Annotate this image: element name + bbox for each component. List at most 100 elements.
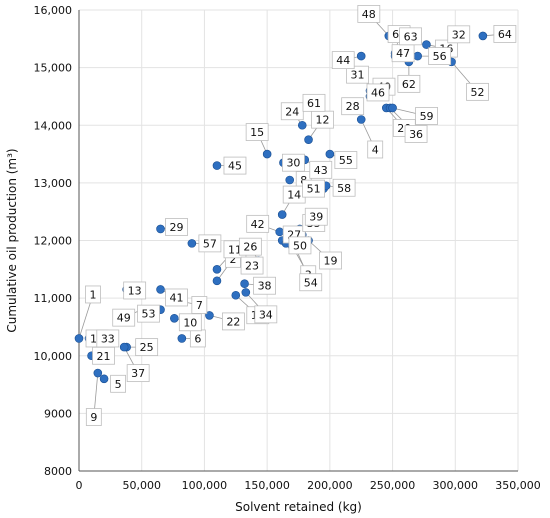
point-label-box <box>245 123 269 141</box>
data-point <box>177 334 187 343</box>
point-label-box <box>334 151 358 169</box>
y-tick-label: 16,000 <box>34 4 73 17</box>
data-point <box>231 290 241 300</box>
leader-lines <box>78 13 505 418</box>
point-label: 53 <box>142 308 156 321</box>
point-label-box <box>137 304 160 323</box>
point-label: 21 <box>97 350 111 363</box>
point-label: 36 <box>409 128 423 141</box>
data-point <box>413 51 422 61</box>
point-label: 2 <box>229 253 236 266</box>
point-label: 19 <box>324 255 338 268</box>
point-label-box <box>357 5 381 23</box>
point-label: 9 <box>90 411 97 424</box>
point-label: 61 <box>307 97 321 110</box>
point-label: 33 <box>101 332 115 345</box>
point-label-box <box>223 156 247 175</box>
y-tick-label: 14,000 <box>34 119 73 132</box>
point-label-box <box>415 107 438 125</box>
point-label: 13 <box>128 284 142 297</box>
point-label: 63 <box>404 30 418 43</box>
point-label-box <box>126 364 150 383</box>
point-label-box <box>331 51 355 69</box>
data-point <box>212 276 222 286</box>
point-label: 30 <box>286 157 300 170</box>
x-tick-label: 200,000 <box>307 479 353 492</box>
y-tick-label: 11,000 <box>34 292 73 305</box>
point-label: 6 <box>194 332 201 345</box>
point-label: 45 <box>228 160 242 173</box>
point-label-box <box>302 93 326 112</box>
point-label-box <box>341 97 365 116</box>
point-label: 37 <box>131 367 145 380</box>
point-label-box <box>178 313 202 332</box>
point-label: 46 <box>371 86 385 99</box>
y-tick-label: 12,000 <box>34 235 73 248</box>
point-label: 5 <box>115 378 122 391</box>
data-point <box>156 285 165 294</box>
point-label-box <box>309 160 333 179</box>
point-label-box <box>367 140 384 159</box>
data-point <box>262 149 272 159</box>
x-tick-label: 150,000 <box>244 479 290 492</box>
point-label: 43 <box>314 164 328 177</box>
data-point <box>212 265 222 274</box>
point-label: 58 <box>337 182 351 195</box>
point-label-box <box>288 236 312 255</box>
point-label-box <box>135 338 159 357</box>
data-point <box>205 311 214 320</box>
point-label-box <box>198 234 222 253</box>
point-label: 62 <box>402 78 416 91</box>
data-point <box>325 149 335 159</box>
data-point <box>478 31 488 41</box>
data-point <box>422 40 431 49</box>
point-label-box <box>332 178 356 197</box>
point-label-box <box>112 308 136 327</box>
point-label: 52 <box>471 86 485 99</box>
point-label-box <box>447 25 471 44</box>
point-label-box <box>304 207 328 226</box>
point-label: 51 <box>307 183 321 196</box>
point-label-box <box>165 218 188 236</box>
point-label: 57 <box>203 237 217 250</box>
point-label: 47 <box>396 47 410 60</box>
point-label: 50 <box>293 239 307 252</box>
y-tick-label: 9000 <box>44 407 72 420</box>
data-point <box>285 175 295 185</box>
data-point <box>241 288 251 297</box>
point-label-box <box>319 251 342 270</box>
point-label: 48 <box>362 8 376 21</box>
point-label-box <box>346 65 369 84</box>
x-axis-title: Solvent retained (kg) <box>235 500 362 514</box>
point-label: 10 <box>183 316 197 329</box>
point-label-box <box>253 276 276 295</box>
point-label: 7 <box>196 299 203 312</box>
point-label: 49 <box>117 312 131 325</box>
point-label-box <box>85 408 102 426</box>
x-tick-label: 50,000 <box>122 479 161 492</box>
y-tick-label: 15,000 <box>34 62 73 75</box>
point-label-box <box>399 27 423 46</box>
point-label: 15 <box>250 126 264 139</box>
point-label: 11 <box>228 243 242 256</box>
x-tick-label: 0 <box>76 479 83 492</box>
point-labels: 1234567891011121314151617181920212223242… <box>85 5 517 426</box>
point-label: 23 <box>245 260 259 273</box>
data-point <box>297 120 307 130</box>
point-label-box <box>246 214 270 233</box>
y-tick-label: 13,000 <box>34 177 73 190</box>
point-label: 34 <box>259 308 273 321</box>
y-tick-label: 10,000 <box>34 350 73 363</box>
point-label-box <box>466 82 489 101</box>
data-point <box>187 239 197 248</box>
point-label-box <box>238 237 262 256</box>
data-point <box>74 334 84 343</box>
point-label: 54 <box>304 276 318 289</box>
point-label-box <box>165 288 188 307</box>
point-label: 4 <box>372 143 379 156</box>
point-label: 31 <box>351 69 365 82</box>
data-points <box>74 31 488 384</box>
y-tick-label: 8000 <box>44 465 72 478</box>
point-label: 59 <box>420 110 434 123</box>
